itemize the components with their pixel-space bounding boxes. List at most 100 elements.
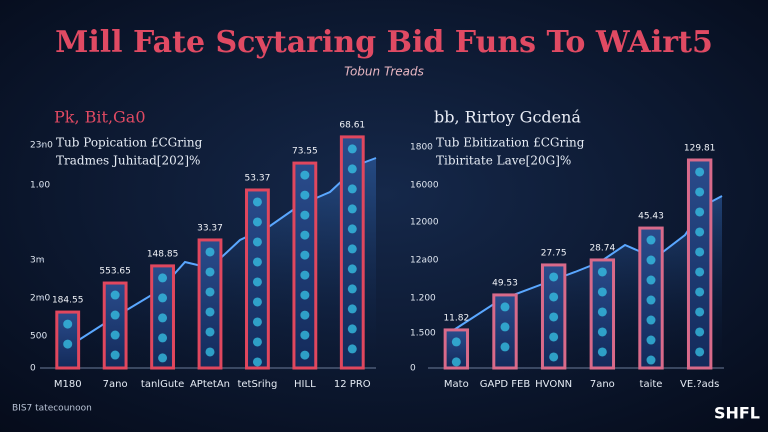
bar-glow <box>300 350 310 360</box>
y-tick-label: 12000 <box>410 218 439 228</box>
bar-glow <box>597 347 607 357</box>
bar-glow <box>252 257 262 267</box>
bar-glow <box>646 355 656 365</box>
bar-glow <box>252 357 262 367</box>
y-tick-label: 0 <box>30 364 36 374</box>
bar-annotation: 49.53 <box>492 278 518 288</box>
bar-glow <box>646 295 656 305</box>
bar-annotation: 148.85 <box>147 249 179 259</box>
x-tick-label: 7ano <box>103 379 128 390</box>
bar <box>102 281 128 370</box>
chart-subtitle: Tub Popication £CGring <box>56 136 203 150</box>
bar-glow <box>300 290 310 300</box>
y-tick-label: 3m <box>30 255 45 265</box>
bar-glow <box>347 144 357 154</box>
bar-annotation: 11.82 <box>443 313 469 323</box>
bar-glow <box>347 164 357 174</box>
bar-glow <box>695 287 705 297</box>
bar-glow <box>300 310 310 320</box>
y-tick-label: 16000 <box>410 180 439 190</box>
x-tick-label: VE.?ads <box>680 379 719 390</box>
bar-glow <box>347 204 357 214</box>
y-tick-label: 1800 <box>410 142 433 152</box>
bar-annotation: 33.37 <box>197 223 223 233</box>
bar-glow <box>695 247 705 257</box>
x-tick-label: HVONN <box>535 379 572 390</box>
bar-glow <box>252 297 262 307</box>
bar-glow <box>597 327 607 337</box>
bar-glow <box>110 330 120 340</box>
x-tick-label: tanlGute <box>141 379 184 390</box>
bar-glow <box>63 319 73 329</box>
bar-glow <box>597 267 607 277</box>
bar-glow <box>300 250 310 260</box>
bar-glow <box>252 317 262 327</box>
bar-annotation: 68.61 <box>339 120 365 130</box>
bar-glow <box>500 302 510 312</box>
logo: SHFL <box>714 404 760 423</box>
bar <box>686 158 713 370</box>
bar-annotation: 53.37 <box>245 173 271 183</box>
bar-glow <box>158 313 168 323</box>
bar-glow <box>549 332 559 342</box>
bar-glow <box>646 235 656 245</box>
bar-glow <box>205 347 215 357</box>
bar-glow <box>252 337 262 347</box>
bar-annotation: 28.74 <box>589 243 615 253</box>
bar-glow <box>347 284 357 294</box>
bar-glow <box>347 344 357 354</box>
bar-glow <box>646 335 656 345</box>
bar-glow <box>500 342 510 352</box>
chart-subtitle: Tradmes Juhitad[202]% <box>56 154 200 168</box>
bar-glow <box>300 210 310 220</box>
bar-glow <box>347 244 357 254</box>
bar-glow <box>300 330 310 340</box>
page-subtitle: Tobun Treads <box>344 65 424 79</box>
bar-glow <box>549 312 559 322</box>
bar-glow <box>549 292 559 302</box>
bar-glow <box>205 287 215 297</box>
bar <box>443 328 470 370</box>
y-tick-label: 0 <box>410 364 416 374</box>
bar-glow <box>347 224 357 234</box>
bar-glow <box>451 357 461 367</box>
chart-title: Pk, Bit,Ga0 <box>54 108 146 127</box>
bar-glow <box>500 322 510 332</box>
bar-glow <box>110 290 120 300</box>
x-tick-label: 7ano <box>590 379 615 390</box>
bar-glow <box>347 264 357 274</box>
bar-glow <box>646 315 656 325</box>
bar-glow <box>347 324 357 334</box>
chart-title: bb, Rirtoy Gcdená <box>434 108 581 127</box>
y-tick-label: 1.500 <box>410 329 436 339</box>
bar-glow <box>347 304 357 314</box>
bar-glow <box>158 293 168 303</box>
bar-annotation: 45.43 <box>638 212 664 222</box>
bar-glow <box>646 275 656 285</box>
x-tick-label: Mato <box>444 379 469 390</box>
bar-glow <box>597 307 607 317</box>
y-tick-label: 1.200 <box>410 294 436 304</box>
x-tick-label: M180 <box>54 379 82 390</box>
page-title: Mill Fate Scytaring Bid Funs To WAirt5 <box>55 25 713 60</box>
bar-glow <box>158 333 168 343</box>
bar-annotation: 129.81 <box>684 143 716 153</box>
bar-glow <box>110 350 120 360</box>
bar-glow <box>695 227 705 237</box>
bar-glow <box>205 307 215 317</box>
bar-glow <box>597 287 607 297</box>
bar-glow <box>63 339 73 349</box>
x-tick-label: APtetAn <box>190 379 230 390</box>
bar-glow <box>252 277 262 287</box>
bar-glow <box>646 255 656 265</box>
chart-subtitle: Tibiritate Lave[20G]% <box>436 154 571 168</box>
bar-glow <box>695 347 705 357</box>
bar-glow <box>205 247 215 257</box>
bar-glow <box>549 272 559 282</box>
bar-glow <box>451 337 461 347</box>
bar-glow <box>695 207 705 217</box>
bar-glow <box>300 170 310 180</box>
bar-glow <box>300 270 310 280</box>
bar-glow <box>205 327 215 337</box>
